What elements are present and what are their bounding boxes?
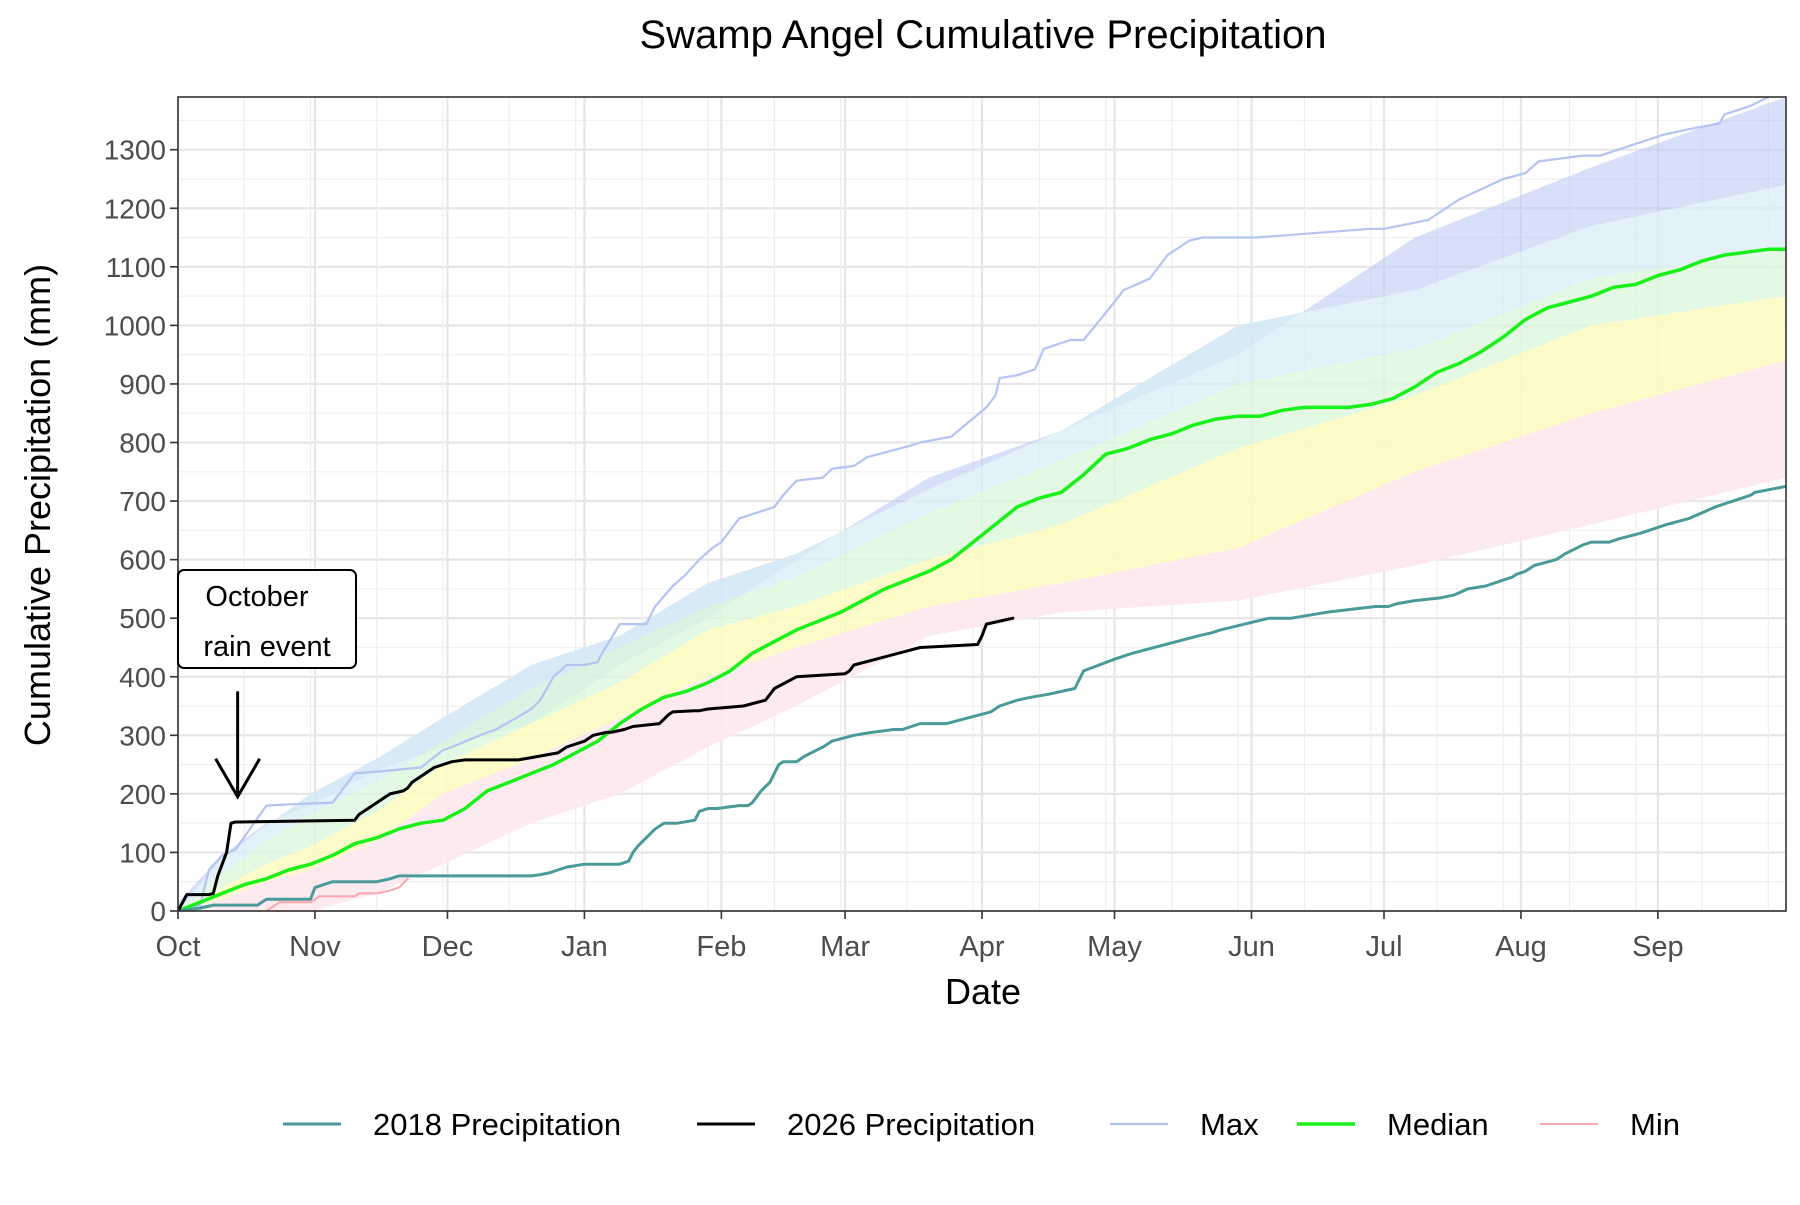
- x-tick-label: Jun: [1228, 931, 1275, 963]
- series-line-max: [178, 97, 1772, 911]
- legend-label-2026-precipitation: 2026 Precipitation: [787, 1107, 1035, 1142]
- y-tick-label: 1000: [104, 310, 166, 341]
- x-tick-label: Feb: [696, 931, 746, 963]
- annotation-arrow-head: [214, 758, 261, 800]
- annotation-line-1: October: [205, 581, 308, 613]
- x-tick-label: Jul: [1365, 931, 1402, 963]
- max-band: [178, 97, 1786, 911]
- x-tick-label: Jan: [561, 931, 608, 963]
- legend-label-min: Min: [1630, 1107, 1680, 1142]
- series-lines: [178, 97, 1786, 911]
- y-tick-label: 1300: [104, 135, 166, 166]
- legend-label-2018-precipitation: 2018 Precipitation: [373, 1107, 621, 1142]
- y-tick-label: 800: [119, 428, 166, 459]
- annotation-box: [177, 569, 357, 669]
- y-tick-label: 700: [119, 486, 166, 517]
- green-band: [178, 249, 1786, 912]
- y-tick-label: 300: [119, 720, 166, 751]
- series-line-median: [178, 247, 1786, 911]
- series-line-2018-precipitation: [178, 484, 1786, 911]
- series-line-min: [265, 877, 409, 911]
- x-axis-label: Date: [945, 971, 1021, 1012]
- annotation: October rain event: [177, 569, 357, 800]
- x-tick-label: Oct: [155, 931, 200, 963]
- y-tick-label: 100: [119, 837, 166, 868]
- y-tick-label: 0: [150, 896, 166, 927]
- y-tick-label: 1200: [104, 193, 166, 224]
- x-tick-label: Aug: [1495, 931, 1547, 963]
- upper-band: [178, 184, 1786, 911]
- min-band: [178, 360, 1786, 912]
- y-tick-label: 600: [119, 545, 166, 576]
- y-tick-label: 500: [119, 603, 166, 634]
- x-tick-label: May: [1087, 931, 1142, 963]
- y-tick-label: 400: [119, 662, 166, 693]
- y-tick-label: 1100: [106, 252, 166, 283]
- legend-label-median: Median: [1387, 1107, 1489, 1142]
- annotation-line-2: rain event: [203, 631, 330, 663]
- x-tick-label: Mar: [820, 931, 870, 963]
- series-line-2026-precipitation: [178, 616, 1015, 911]
- legend: 2018 Precipitation 2026 Precipitation Max M…: [283, 1107, 1680, 1142]
- y-tick-label: 900: [119, 369, 166, 400]
- x-tick-label: Nov: [289, 931, 341, 963]
- axes: 0 100 200 300 400 500 600 700 800 900 1000 1100 1200…: [104, 96, 1787, 963]
- x-tick-label: Dec: [422, 931, 474, 963]
- legend-label-max: Max: [1200, 1107, 1259, 1142]
- chart-title: Swamp Angel Cumulative Precipitation: [639, 13, 1326, 57]
- y-axis-label: Cumulative Precipitation (mm): [17, 264, 58, 746]
- yellow-band: [178, 296, 1786, 911]
- x-tick-label: Sep: [1632, 931, 1684, 963]
- x-tick-label: Apr: [959, 931, 1004, 963]
- y-tick-label: 200: [119, 779, 166, 810]
- ribbon-bands: [178, 97, 1786, 912]
